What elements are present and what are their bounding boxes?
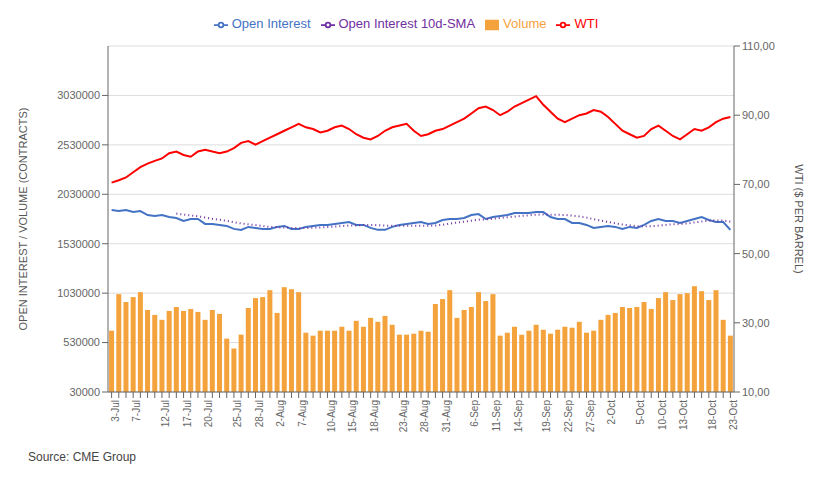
svg-text:12-Jul: 12-Jul <box>160 400 171 427</box>
svg-text:2530000: 2530000 <box>57 139 100 151</box>
svg-text:3030000: 3030000 <box>57 89 100 101</box>
svg-text:3-Jul: 3-Jul <box>110 400 121 422</box>
svg-text:25-Jul: 25-Jul <box>232 400 243 427</box>
svg-text:10,00: 10,00 <box>742 386 770 398</box>
svg-text:OPEN INTEREST / VOLUME (CONTRA: OPEN INTEREST / VOLUME (CONTRACTS) <box>17 108 29 331</box>
svg-text:15-Aug: 15-Aug <box>347 400 358 432</box>
html-text:Source: CME Group: Source: CME Group <box>28 450 136 464</box>
svg-text:27-Sep: 27-Sep <box>585 400 596 433</box>
html-text:WTI: WTI <box>574 16 599 31</box>
svg-text:7-Jul: 7-Jul <box>131 400 142 422</box>
svg-text:7-Aug: 7-Aug <box>297 400 308 427</box>
html-text:Volume: Volume <box>503 16 547 31</box>
svg-text:90,00: 90,00 <box>742 109 770 121</box>
svg-text:30,00: 30,00 <box>742 317 770 329</box>
svg-text:17-Jul: 17-Jul <box>182 400 193 427</box>
svg-text:23-Oct: 23-Oct <box>729 400 740 430</box>
svg-text:19-Sep: 19-Sep <box>541 400 552 433</box>
svg-text:18-Oct: 18-Oct <box>707 400 718 430</box>
svg-text:50,00: 50,00 <box>742 248 770 260</box>
svg-text:13-Oct: 13-Oct <box>678 400 689 430</box>
svg-text:2-Oct: 2-Oct <box>606 400 617 425</box>
svg-text:2-Aug: 2-Aug <box>275 400 286 427</box>
html-text:Open Interest 10d-SMA: Open Interest 10d-SMA <box>338 16 476 31</box>
svg-text:31-Aug: 31-Aug <box>441 400 452 432</box>
svg-text:2030000: 2030000 <box>57 188 100 200</box>
svg-text:1030000: 1030000 <box>57 287 100 299</box>
svg-text:6-Sep: 6-Sep <box>469 400 480 427</box>
svg-text:28-Jul: 28-Jul <box>254 400 265 427</box>
svg-text:18-Aug: 18-Aug <box>369 400 380 432</box>
svg-text:22-Sep: 22-Sep <box>563 400 574 433</box>
svg-text:23-Aug: 23-Aug <box>398 400 409 432</box>
svg-text:20-Jul: 20-Jul <box>203 400 214 427</box>
svg-text:28-Aug: 28-Aug <box>419 400 430 432</box>
svg-text:5-Oct: 5-Oct <box>635 400 646 425</box>
svg-text:1530000: 1530000 <box>57 238 100 250</box>
html-text:Open Interest: Open Interest <box>231 16 311 31</box>
svg-text:WTI ($ PER BARREL): WTI ($ PER BARREL) <box>793 164 805 273</box>
svg-text:10-Aug: 10-Aug <box>326 400 337 432</box>
svg-text:10-Oct: 10-Oct <box>657 400 668 430</box>
svg-text:530000: 530000 <box>63 336 100 348</box>
svg-text:110,00: 110,00 <box>742 40 775 52</box>
svg-text:30000: 30000 <box>69 386 100 398</box>
svg-text:14-Sep: 14-Sep <box>513 400 524 433</box>
svg-text:11-Sep: 11-Sep <box>491 400 502 432</box>
svg-text:70,00: 70,00 <box>742 178 770 190</box>
